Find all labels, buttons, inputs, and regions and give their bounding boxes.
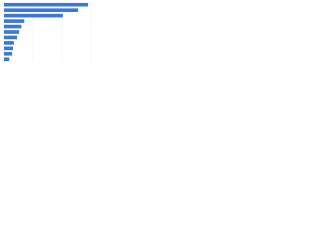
chart — [3, 2, 92, 62]
bar — [4, 35, 18, 40]
bar — [4, 19, 25, 23]
bar — [4, 30, 20, 34]
bar — [4, 8, 78, 12]
page: (() => { const data = JSON.parse(documen… — [0, 0, 320, 71]
bar — [4, 2, 89, 7]
bar — [4, 41, 14, 45]
bar — [4, 46, 13, 51]
bar — [4, 24, 22, 29]
bar — [4, 13, 63, 18]
bar — [4, 57, 10, 62]
bar — [4, 52, 13, 56]
